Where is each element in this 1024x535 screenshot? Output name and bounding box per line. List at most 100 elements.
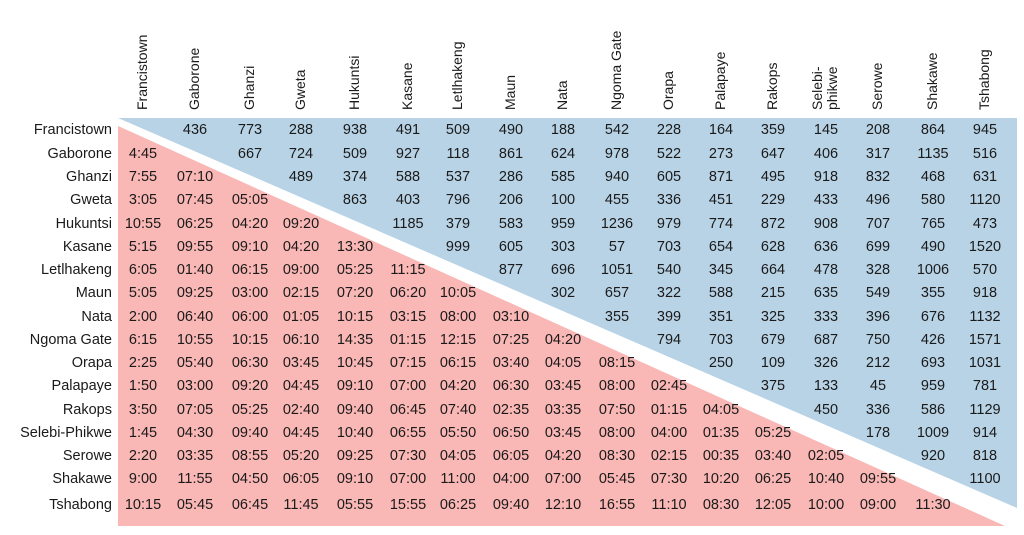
travel-time-cell: 04:20: [439, 378, 477, 394]
distance-cell: 522: [656, 146, 682, 162]
travel-time-cell: 15:55: [389, 497, 427, 513]
distance-cell: 570: [972, 262, 998, 278]
travel-time-cell: 08:30: [598, 448, 636, 464]
distance-cell: 657: [604, 285, 630, 301]
travel-time-cell: 10:55: [176, 332, 214, 348]
travel-time-cell: 06:00: [231, 309, 269, 325]
distance-cell: 1129: [969, 402, 1001, 418]
row-header-gaborone: Gaborone: [47, 146, 113, 162]
travel-time-cell: 04:05: [439, 448, 477, 464]
travel-time-cell: 12:10: [544, 497, 582, 513]
travel-time-cell: 12:05: [754, 497, 792, 513]
distance-cell: 509: [342, 146, 368, 162]
distance-cell: 286: [498, 169, 524, 185]
distance-cell: 1185: [392, 216, 424, 232]
distance-cell: 624: [550, 146, 576, 162]
distance-cell: 345: [708, 262, 734, 278]
distance-cell: 750: [865, 332, 891, 348]
distance-cell: 978: [604, 146, 630, 162]
distance-cell: 436: [182, 122, 208, 138]
travel-time-cell: 09:00: [282, 262, 320, 278]
travel-time-cell: 05:40: [176, 355, 214, 371]
distance-cell: 208: [865, 122, 891, 138]
distance-cell: 403: [395, 192, 421, 208]
travel-time-cell: 4:45: [128, 146, 158, 162]
distance-cell: 406: [813, 146, 839, 162]
distance-cell: 325: [760, 309, 786, 325]
travel-time-cell: 06:25: [754, 471, 792, 487]
distance-cell: 542: [604, 122, 630, 138]
travel-time-cell: 01:15: [650, 402, 688, 418]
distance-cell: 303: [550, 239, 576, 255]
distance-cell: 676: [920, 309, 946, 325]
distance-cell: 326: [813, 355, 839, 371]
travel-time-cell: 11:15: [390, 262, 426, 278]
travel-time-cell: 05:50: [439, 425, 477, 441]
distance-cell: 273: [708, 146, 734, 162]
travel-time-cell: 06:45: [231, 497, 269, 513]
distance-cell: 336: [656, 192, 682, 208]
distance-cell: 580: [920, 192, 946, 208]
travel-time-cell: 06:25: [439, 497, 477, 513]
column-header-gweta: Gweta: [292, 69, 308, 110]
distance-cell: 628: [760, 239, 786, 255]
travel-time-cell: 04:20: [544, 448, 582, 464]
distance-cell: 664: [760, 262, 786, 278]
distance-cell: 796: [445, 192, 471, 208]
column-header-palapaye: Palapaye: [712, 51, 728, 110]
distance-cell: 491: [395, 122, 421, 138]
distance-cell: 478: [813, 262, 839, 278]
row-header-nata: Nata: [81, 309, 112, 325]
distance-cell: 100: [550, 192, 576, 208]
distance-cell: 832: [865, 169, 891, 185]
distance-cell: 703: [656, 239, 682, 255]
distance-cell: 696: [550, 262, 576, 278]
travel-time-cell: 11:55: [177, 471, 213, 487]
travel-time-cell: 05:25: [231, 402, 269, 418]
travel-time-cell: 10:15: [124, 497, 162, 513]
distance-cell: 999: [445, 239, 471, 255]
travel-time-cell: 6:15: [128, 332, 158, 348]
distance-cell: 426: [920, 332, 946, 348]
distance-cell: 45: [869, 378, 887, 394]
distance-cell: 585: [550, 169, 576, 185]
travel-time-cell: 07:00: [389, 471, 427, 487]
distance-cell: 959: [920, 378, 946, 394]
distance-cell: 908: [813, 216, 839, 232]
distance-cell: 133: [813, 378, 839, 394]
distance-cell: 679: [760, 332, 786, 348]
distance-cell: 918: [813, 169, 839, 185]
travel-time-cell: 06:40: [176, 309, 214, 325]
travel-time-cell: 14:35: [336, 332, 374, 348]
distance-cell: 781: [972, 378, 998, 394]
travel-time-cell: 00:35: [702, 448, 740, 464]
distance-cell: 1236: [600, 216, 634, 232]
distance-cell: 490: [498, 122, 524, 138]
travel-time-cell: 10:55: [124, 216, 162, 232]
travel-time-cell: 09:55: [176, 239, 214, 255]
travel-time-cell: 03:15: [389, 309, 427, 325]
travel-time-cell: 06:15: [231, 262, 269, 278]
travel-time-area: [118, 126, 1005, 526]
distance-cell: 473: [972, 216, 998, 232]
travel-time-cell: 05:25: [754, 425, 792, 441]
distance-cell: 979: [656, 216, 682, 232]
travel-time-cell: 04:20: [282, 239, 320, 255]
distance-cell: 864: [920, 122, 946, 138]
travel-time-cell: 2:20: [128, 448, 158, 464]
distance-cell: 374: [342, 169, 368, 185]
column-header-nata: Nata: [554, 80, 570, 110]
travel-time-cell: 03:45: [544, 425, 582, 441]
travel-time-cell: 03:00: [176, 378, 214, 394]
travel-time-cell: 09:10: [231, 239, 269, 255]
travel-time-cell: 05:20: [282, 448, 320, 464]
travel-time-cell: 07:00: [544, 471, 582, 487]
distance-cell: 396: [865, 309, 891, 325]
distance-cell: 451: [708, 192, 734, 208]
distance-cell: 336: [865, 402, 891, 418]
travel-time-cell: 06:30: [492, 378, 530, 394]
column-header-shakawe: Shakawe: [924, 52, 940, 110]
travel-time-cell: 10:05: [439, 285, 477, 301]
travel-time-cell: 03:35: [176, 448, 214, 464]
distance-cell: 379: [445, 216, 471, 232]
